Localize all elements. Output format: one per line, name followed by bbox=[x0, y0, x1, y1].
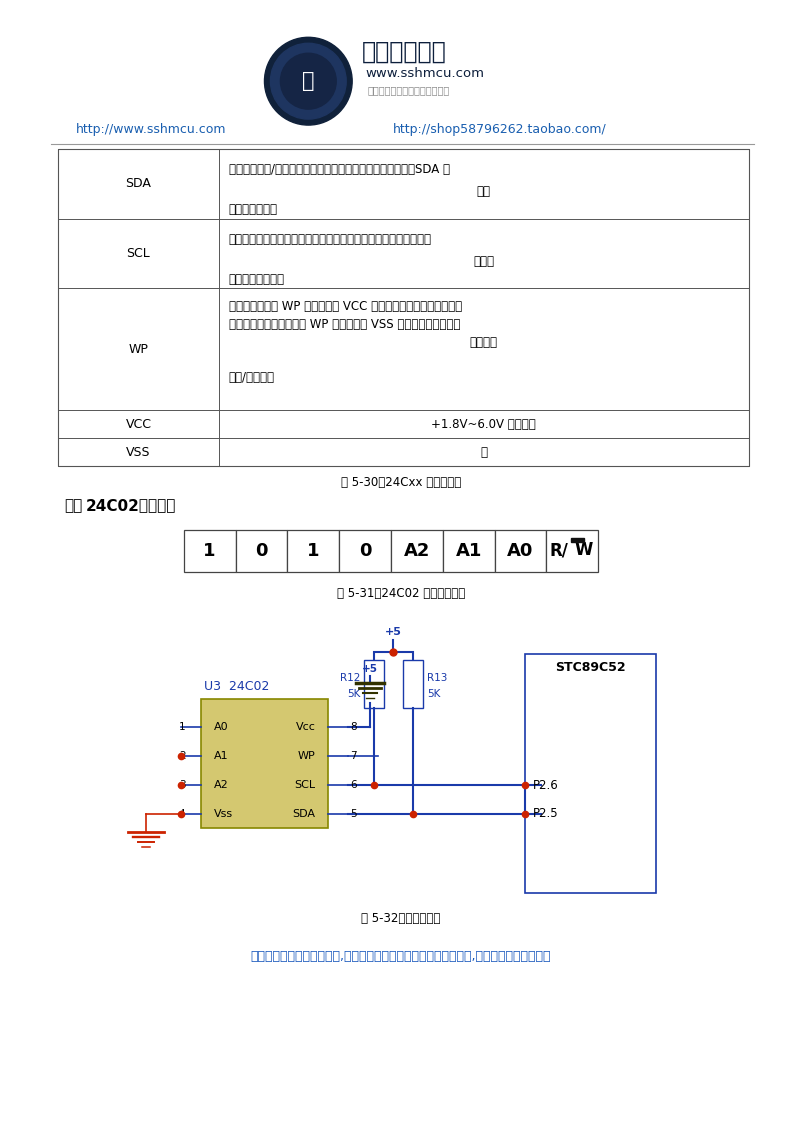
Text: 24C02: 24C02 bbox=[86, 499, 140, 513]
Bar bbox=[287, 530, 339, 572]
Text: STC89C52: STC89C52 bbox=[555, 662, 626, 674]
Text: P2.5: P2.5 bbox=[533, 808, 558, 820]
Bar bbox=[571, 538, 585, 542]
Text: 1: 1 bbox=[204, 542, 216, 560]
Text: A0: A0 bbox=[508, 542, 534, 560]
Text: 的读/写操作。: 的读/写操作。 bbox=[229, 372, 274, 384]
Text: +1.8V~6.0V 工作电压: +1.8V~6.0V 工作电压 bbox=[431, 418, 536, 431]
Text: SCL: SCL bbox=[127, 247, 150, 259]
Bar bbox=[443, 530, 495, 572]
Text: 1: 1 bbox=[307, 542, 319, 560]
Text: 0: 0 bbox=[358, 542, 371, 560]
Text: www.sshmcu.com: www.sshmcu.com bbox=[365, 67, 484, 79]
Text: 0: 0 bbox=[255, 542, 268, 560]
Text: 5K: 5K bbox=[346, 689, 360, 699]
Text: 图 5-32（实验电路）: 图 5-32（实验电路） bbox=[362, 912, 440, 925]
Text: 双向串行数据/地址管脚，用于器件所有数据的发送或接收，SDA 是: 双向串行数据/地址管脚，用于器件所有数据的发送或接收，SDA 是 bbox=[229, 163, 450, 176]
Text: 写保护引脚。当 WP 引脚连接到 VCC 时芯片里面的内容为只读内容: 写保护引脚。当 WP 引脚连接到 VCC 时芯片里面的内容为只读内容 bbox=[229, 299, 462, 313]
Text: 盛: 盛 bbox=[302, 71, 314, 91]
Text: 5K: 5K bbox=[427, 689, 440, 699]
Text: R12: R12 bbox=[340, 673, 360, 683]
Text: 4: 4 bbox=[179, 809, 185, 819]
Text: 进行正常: 进行正常 bbox=[470, 335, 498, 349]
Text: 时钟，: 时钟， bbox=[473, 255, 494, 267]
Text: 本教程为盛世电子科技原创,任何人不得抄袭其内容或用于商业用途,违者追究其法律责任。: 本教程为盛世电子科技原创,任何人不得抄袭其内容或用于商业用途,违者追究其法律责任… bbox=[251, 949, 551, 963]
Text: 2: 2 bbox=[179, 751, 185, 761]
Bar bbox=[364, 659, 384, 708]
Text: 6: 6 bbox=[350, 781, 357, 790]
Bar bbox=[200, 699, 328, 828]
Text: 8: 8 bbox=[350, 723, 357, 733]
Text: VCC: VCC bbox=[125, 418, 152, 431]
Text: 而不能进行写操作。而当 WP 引脚连接到 VSS 时芯片里面的内容可: 而不能进行写操作。而当 WP 引脚连接到 VSS 时芯片里面的内容可 bbox=[229, 317, 460, 331]
Text: A1: A1 bbox=[456, 542, 482, 560]
Text: 开漏输出管脚。: 开漏输出管脚。 bbox=[229, 203, 277, 216]
Bar bbox=[339, 530, 391, 572]
Circle shape bbox=[265, 37, 352, 125]
Text: 5: 5 bbox=[350, 809, 357, 819]
Text: P2.6: P2.6 bbox=[533, 778, 558, 792]
Text: Vss: Vss bbox=[213, 809, 233, 819]
Text: http://shop58796262.taobao.com/: http://shop58796262.taobao.com/ bbox=[393, 122, 606, 136]
Text: 串行时钟。串行时钟输入管脚用于产生器件所有数据发送或接收的: 串行时钟。串行时钟输入管脚用于产生器件所有数据发送或接收的 bbox=[229, 232, 431, 246]
Text: 六、: 六、 bbox=[64, 499, 83, 513]
Text: 立志打造史上最优秀的电子科技: 立志打造史上最优秀的电子科技 bbox=[367, 85, 449, 95]
Bar bbox=[403, 659, 423, 708]
Circle shape bbox=[270, 43, 346, 119]
Text: 地: 地 bbox=[480, 445, 487, 459]
Bar bbox=[391, 530, 443, 572]
Text: Vcc: Vcc bbox=[295, 723, 315, 733]
Circle shape bbox=[281, 53, 336, 109]
Text: A1: A1 bbox=[213, 751, 229, 761]
Text: A2: A2 bbox=[213, 781, 229, 790]
Text: SCL: SCL bbox=[294, 781, 315, 790]
Bar bbox=[184, 530, 236, 572]
Text: 盛世電子科技: 盛世電子科技 bbox=[363, 40, 447, 63]
Text: R13: R13 bbox=[427, 673, 448, 683]
Text: 7: 7 bbox=[350, 751, 357, 761]
Text: R/: R/ bbox=[549, 542, 569, 559]
Text: +5: +5 bbox=[385, 627, 402, 637]
Text: 3: 3 bbox=[179, 781, 185, 790]
Text: 1: 1 bbox=[179, 723, 185, 733]
Text: 一个: 一个 bbox=[476, 185, 491, 198]
Text: 图 5-31（24C02 从器件地址）: 图 5-31（24C02 从器件地址） bbox=[337, 587, 465, 600]
Bar bbox=[546, 530, 598, 572]
Text: WP: WP bbox=[128, 342, 148, 356]
Text: W: W bbox=[574, 542, 593, 559]
Text: http://www.sshmcu.com: http://www.sshmcu.com bbox=[75, 122, 226, 136]
Bar bbox=[59, 150, 749, 467]
Text: WP: WP bbox=[298, 751, 315, 761]
Bar bbox=[236, 530, 287, 572]
Text: VSS: VSS bbox=[126, 445, 151, 459]
Text: 的从地址: 的从地址 bbox=[134, 499, 176, 513]
Text: SDA: SDA bbox=[125, 178, 152, 190]
Text: 图 5-30（24Cxx 引脚功能）: 图 5-30（24Cxx 引脚功能） bbox=[341, 476, 461, 488]
Text: 这是一个输入管脚: 这是一个输入管脚 bbox=[229, 273, 285, 286]
Bar bbox=[495, 530, 546, 572]
Text: +5: +5 bbox=[363, 664, 378, 674]
Text: A0: A0 bbox=[213, 723, 229, 733]
Text: U3  24C02: U3 24C02 bbox=[204, 680, 269, 693]
Text: A2: A2 bbox=[403, 542, 430, 560]
Text: SDA: SDA bbox=[292, 809, 315, 819]
Bar bbox=[525, 654, 656, 893]
